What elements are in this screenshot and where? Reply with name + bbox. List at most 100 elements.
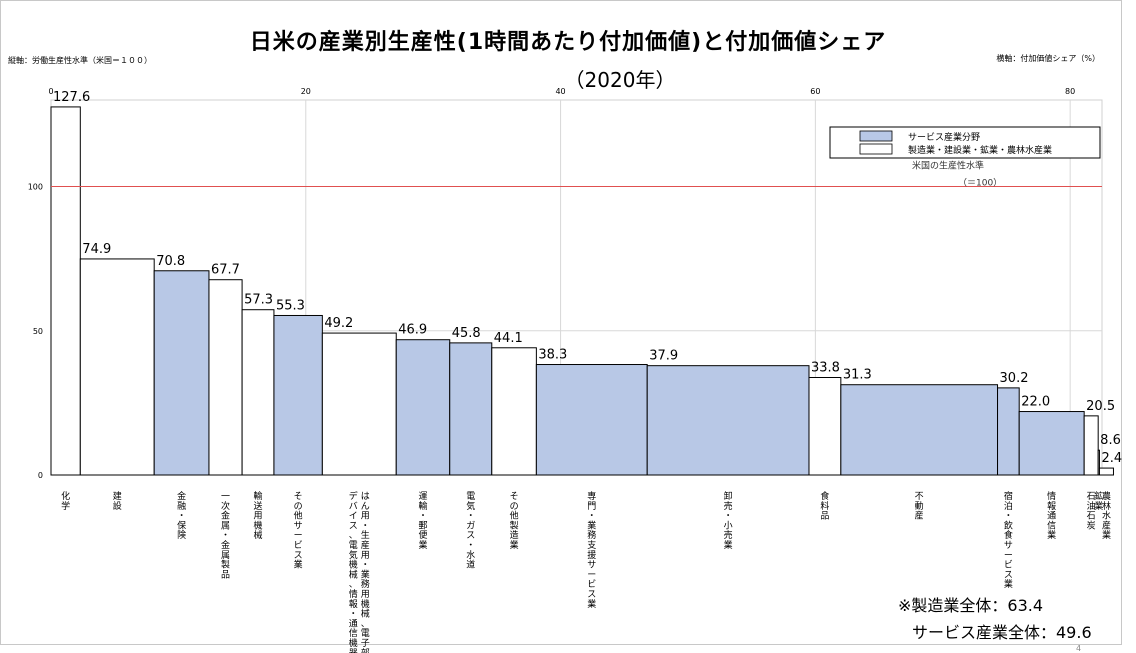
category-label: 用 — [254, 511, 263, 522]
x-axis-label: 横軸：付加価値シェア（%） — [996, 54, 1100, 63]
category-label: 援 — [587, 549, 596, 561]
category-label: 、 — [349, 580, 358, 590]
category-label: 子 — [361, 638, 370, 649]
category-label: ・ — [1004, 512, 1013, 522]
y-tick-label: 0 — [38, 471, 43, 480]
category-label: 売 — [724, 500, 733, 512]
bar-value-label: 55.3 — [276, 298, 305, 313]
x-tick-label: 60 — [810, 87, 820, 96]
category-label: 送 — [254, 500, 263, 512]
category-label: 門 — [587, 501, 596, 512]
category-label: 業 — [294, 559, 303, 571]
category-label: 飲 — [1004, 519, 1013, 531]
bar-12 — [646, 365, 810, 476]
category-label: 輸 — [418, 500, 427, 512]
x-tick-label: 80 — [1065, 87, 1075, 96]
category-label: 金 — [221, 539, 230, 551]
category-label: 輸 — [254, 490, 263, 502]
category-label: 水 — [1102, 510, 1111, 522]
chart-title: 日米の産業別生産性(1時間あたり付加価値)と付加価値シェア — [249, 30, 887, 55]
note-manufacturing-total: ※製造業全体：63.4 — [898, 596, 1044, 615]
category-label: 電 — [361, 628, 370, 639]
category-label: 製 — [221, 559, 230, 571]
category-label: 属 — [221, 520, 230, 531]
category-label: ・ — [466, 541, 475, 551]
bar-19 — [1098, 467, 1114, 476]
bar-17 — [1083, 415, 1099, 476]
category-label: 他 — [510, 510, 519, 522]
category-label: 業 — [724, 539, 733, 551]
category-label: 生 — [361, 529, 370, 541]
bar-14 — [840, 384, 999, 476]
category-label: ・ — [349, 610, 358, 620]
bar-value-label: 74.9 — [82, 242, 111, 257]
bar-value-label: 20.5 — [1086, 399, 1115, 414]
category-label: 化 — [61, 490, 70, 502]
category-label: ー — [587, 570, 596, 580]
category-label: 電 — [349, 540, 358, 551]
reference-line-label: 米国の生産性水準 — [912, 160, 984, 172]
category-label: 用 — [361, 550, 370, 561]
category-label: イ — [349, 512, 358, 522]
y-tick-label: 50 — [33, 327, 43, 336]
bar-value-label: 8.6 — [1100, 433, 1121, 448]
category-label: 業 — [1004, 578, 1013, 590]
bar-8 — [395, 339, 451, 476]
category-label: 険 — [177, 530, 186, 541]
bar-3 — [153, 270, 210, 476]
y-axis-label: 縦軸：労働生産性水準（米国＝１００） — [8, 56, 152, 65]
legend-label: 製造業・建設業・鉱業・農林水産業 — [908, 144, 1052, 156]
category-label: 売 — [724, 529, 733, 541]
legend-swatch — [859, 130, 893, 142]
category-label: 食 — [820, 490, 829, 502]
bar-value-label: 37.9 — [649, 349, 678, 364]
category-label: 業 — [587, 519, 596, 531]
legend-swatch — [859, 143, 893, 155]
category-label: バ — [349, 501, 358, 512]
category-label: 情 — [1047, 490, 1056, 502]
bar-6 — [273, 314, 323, 476]
note-service-total: サービス産業全体：49.6 — [912, 623, 1092, 642]
category-label: 石 — [1087, 492, 1096, 502]
category-label: ス — [349, 521, 358, 531]
category-label: 建 — [113, 490, 122, 502]
bar-value-label: 30.2 — [1000, 371, 1029, 386]
category-label: 水 — [466, 549, 475, 561]
category-label: 用 — [361, 589, 370, 600]
category-label: 保 — [177, 519, 186, 531]
category-label: 気 — [466, 500, 475, 512]
bar-value-label: 45.8 — [452, 326, 481, 341]
category-label: 便 — [418, 529, 427, 541]
category-label: 製 — [510, 519, 519, 531]
category-label: サ — [587, 560, 596, 571]
category-label: サ — [294, 520, 303, 531]
bar-11 — [535, 364, 648, 476]
bar-15 — [997, 387, 1020, 476]
bar-value-label: 46.9 — [398, 323, 427, 338]
bar-value-label: 67.7 — [211, 263, 240, 278]
category-label: 学 — [61, 500, 70, 512]
category-label: 信 — [1047, 519, 1056, 531]
category-label: 専 — [587, 490, 596, 502]
category-label: 運 — [418, 491, 427, 502]
bar-7 — [321, 332, 397, 476]
bar-value-label: 57.3 — [244, 293, 273, 308]
bar-2 — [79, 258, 155, 476]
category-label: そ — [510, 491, 519, 502]
legend-label: サービス産業分野 — [908, 131, 980, 143]
y-tick-label: 100 — [28, 183, 43, 192]
category-label: ・ — [221, 531, 230, 541]
category-label: 設 — [113, 500, 122, 512]
category-label: 機 — [361, 598, 370, 610]
category-label: 炭 — [1087, 520, 1096, 531]
category-label: 通 — [1047, 511, 1056, 522]
category-label: 金 — [177, 490, 186, 502]
category-label: 器 — [349, 648, 358, 653]
category-label: 卸 — [724, 490, 733, 502]
category-label: 金 — [221, 510, 230, 522]
category-label: 情 — [349, 588, 358, 600]
category-label: ・ — [177, 512, 186, 522]
category-label: 不 — [915, 491, 924, 502]
category-label: 融 — [177, 501, 186, 512]
